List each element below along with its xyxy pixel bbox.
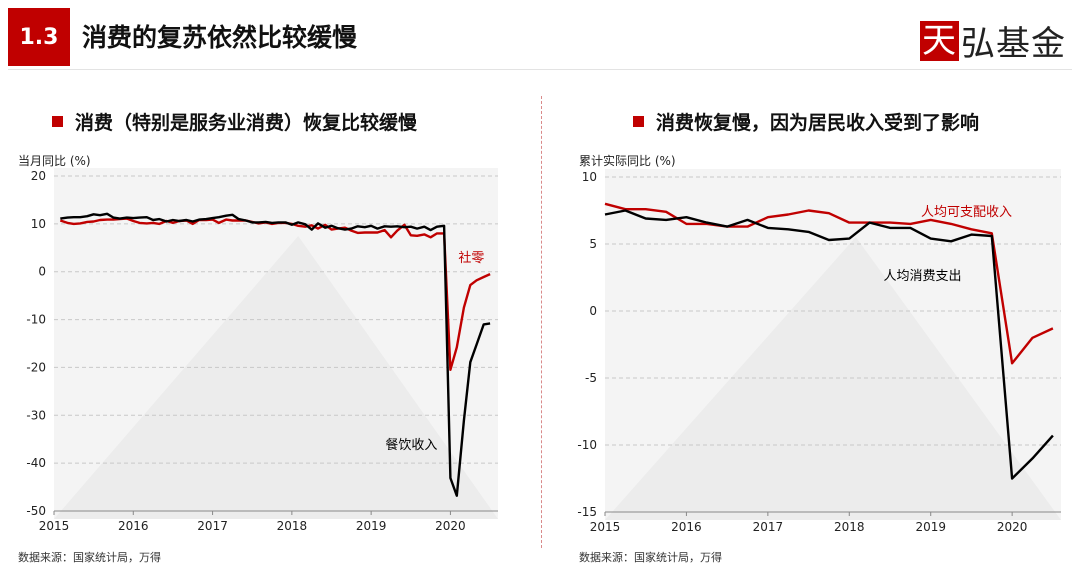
x-tick-label: 2017 bbox=[753, 520, 784, 534]
y-axis-unit-label: 当月同比 (%) bbox=[18, 154, 91, 168]
data-source-note: 数据来源：国家统计局，万得 bbox=[579, 551, 722, 564]
series-label: 人均可支配收入 bbox=[921, 205, 1012, 220]
chart-panel-retail: 消费（特别是服务业消费）恢复比较缓慢 当月同比 (%) 20 10 0 -10 -20 -… bbox=[8, 96, 528, 566]
x-tick-label: 2018 bbox=[277, 519, 308, 533]
bullet-square-icon bbox=[52, 116, 63, 127]
brand-logo: 天弘基金 bbox=[920, 16, 1066, 65]
y-tick-label: 10 bbox=[582, 170, 597, 184]
series-line-人均消费支出 bbox=[604, 209, 1054, 480]
y-tick-label: -50 bbox=[26, 504, 46, 518]
x-tick-label: 2019 bbox=[915, 520, 946, 534]
y-axis-unit-label: 累计实际同比 (%) bbox=[579, 154, 676, 168]
y-tick-label: -15 bbox=[577, 505, 597, 519]
y-tick-label: -5 bbox=[585, 371, 597, 385]
y-tick-label: 10 bbox=[31, 217, 46, 231]
x-tick-label: 2019 bbox=[356, 519, 387, 533]
panel-divider bbox=[541, 96, 542, 548]
background-shape bbox=[54, 236, 498, 519]
logo-text: 弘基金 bbox=[961, 24, 1066, 64]
logo-mark: 天 bbox=[920, 20, 959, 61]
page-title: 消费的复苏依然比较缓慢 bbox=[82, 23, 358, 52]
chart-title: 消费恢复慢，因为居民收入受到了影响 bbox=[633, 108, 979, 135]
x-tick-label: 2016 bbox=[671, 520, 702, 534]
section-number-badge: 1.3 bbox=[8, 8, 70, 66]
series-label: 社零 bbox=[458, 250, 484, 266]
x-tick-label: 2020 bbox=[435, 519, 466, 533]
x-tick-label: 2015 bbox=[590, 520, 621, 534]
chart-panel-income: 消费恢复慢，因为居民收入受到了影响 累计实际同比 (%) 10 5 0 -5 -10 -1… bbox=[565, 96, 1080, 566]
y-tick-label: 5 bbox=[589, 237, 597, 251]
y-tick-label: -30 bbox=[26, 408, 46, 422]
bullet-square-icon bbox=[633, 116, 644, 127]
y-tick-label: -40 bbox=[26, 456, 46, 470]
x-tick-label: 2018 bbox=[834, 520, 865, 534]
series-label: 餐饮收入 bbox=[385, 437, 437, 453]
y-tick-label: 0 bbox=[38, 265, 46, 279]
x-tick-label: 2020 bbox=[997, 520, 1028, 534]
x-tick-label: 2017 bbox=[197, 519, 228, 533]
y-tick-label: 20 bbox=[31, 169, 46, 183]
x-tick-label: 2016 bbox=[118, 519, 149, 533]
y-tick-label: -10 bbox=[26, 313, 46, 327]
y-tick-label: -10 bbox=[577, 438, 597, 452]
y-tick-label: 0 bbox=[589, 304, 597, 318]
series-line-餐饮收入 bbox=[60, 212, 491, 497]
series-label: 人均消费支出 bbox=[883, 269, 961, 284]
data-source-note: 数据来源：国家统计局，万得 bbox=[18, 551, 161, 564]
x-tick-label: 2015 bbox=[39, 519, 70, 533]
header-divider bbox=[8, 69, 1072, 70]
series-line-人均可支配收入 bbox=[604, 202, 1054, 365]
chart-title: 消费（特别是服务业消费）恢复比较缓慢 bbox=[52, 108, 417, 135]
y-tick-label: -20 bbox=[26, 360, 46, 374]
chart-title-text: 消费恢复慢，因为居民收入受到了影响 bbox=[656, 112, 980, 134]
chart-title-text: 消费（特别是服务业消费）恢复比较缓慢 bbox=[75, 112, 418, 134]
